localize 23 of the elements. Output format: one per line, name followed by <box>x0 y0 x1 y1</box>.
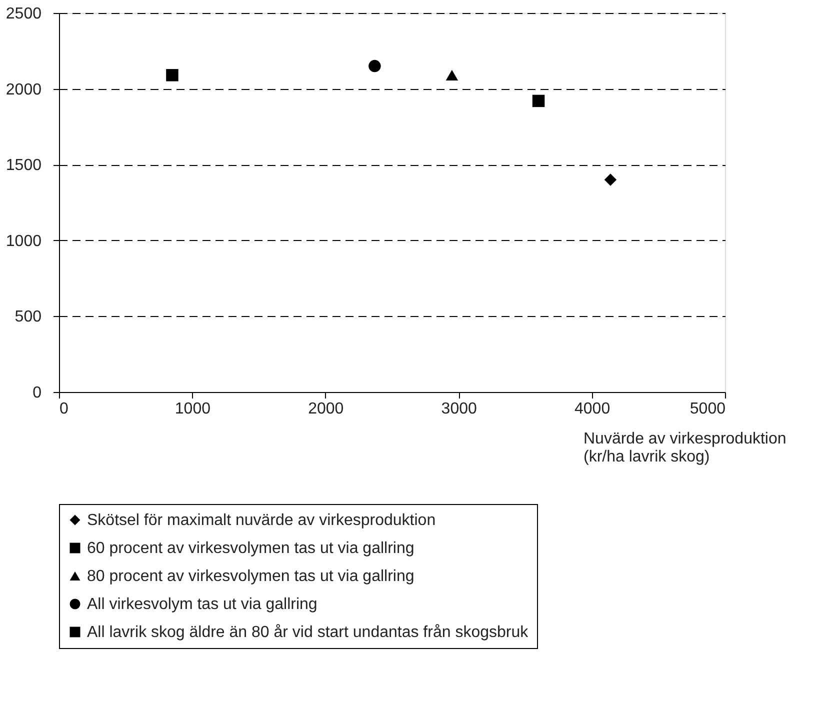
point <box>532 94 545 108</box>
point <box>368 60 381 72</box>
legend-label: Skötsel för maximalt nuvärde av virkesproduktion <box>87 512 436 529</box>
x-tick-label: 1000 <box>174 400 211 418</box>
point <box>604 174 617 186</box>
x-tick-label: 4000 <box>574 400 610 418</box>
legend-label: 80 procent av virkesvolymen tas ut via gallring <box>87 568 414 585</box>
x-axis-title: Nuvärde av virkesproduktion (kr/ha lavrik skog) <box>584 430 786 466</box>
legend-label: 60 procent av virkesvolymen tas ut via gallring <box>87 540 414 557</box>
y-tick-label: 0 <box>32 384 42 402</box>
y-tick-label: 2500 <box>6 6 42 22</box>
x-tick-label: 0 <box>60 400 68 418</box>
y-tick-label: 1000 <box>6 232 42 250</box>
point <box>166 69 178 82</box>
legend-label: All virkesvolym tas ut via gallring <box>87 596 318 613</box>
point <box>446 70 458 80</box>
x-tick-label: 2000 <box>308 400 344 418</box>
x-tick-label: 3000 <box>441 400 477 418</box>
legend-label: All lavrik skog äldre än 80 år vid start undantas från skogsbruk <box>87 624 530 641</box>
y-tick-label: 1500 <box>6 157 42 174</box>
y-tick-label: 2000 <box>6 81 42 98</box>
y-tick-label: 500 <box>14 308 42 326</box>
x-tick-label: 5000 <box>690 400 726 418</box>
